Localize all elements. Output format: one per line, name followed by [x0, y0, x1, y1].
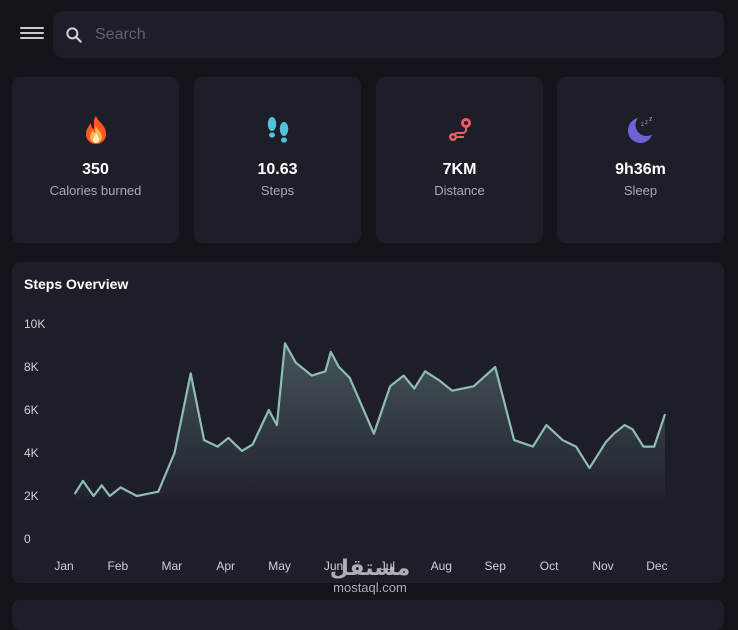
data-point: [561, 439, 564, 441]
chart-title: Steps Overview: [24, 276, 129, 292]
data-point: [424, 370, 426, 372]
data-point: [349, 377, 351, 379]
sleep-value: 9h36m: [615, 161, 666, 178]
steps-value: 10.63: [257, 161, 298, 178]
card-steps[interactable]: 10.63 Steps: [194, 77, 361, 243]
x-tick-label: Sep: [485, 559, 507, 573]
card-sleep[interactable]: z z z 9h36m Sleep: [557, 77, 724, 243]
calories-label: Calories burned: [49, 183, 142, 198]
watermark-latin: mostaql.com: [333, 580, 407, 595]
data-point: [101, 484, 103, 486]
data-point: [241, 450, 243, 452]
steps-label: Steps: [260, 183, 295, 198]
card-calories[interactable]: 350 Calories burned: [12, 77, 179, 243]
data-point: [613, 433, 615, 435]
x-tick-label: Oct: [540, 559, 559, 573]
data-point: [413, 387, 415, 390]
y-tick-label: 2K: [24, 489, 39, 503]
data-point: [653, 445, 655, 448]
data-point: [532, 445, 534, 448]
x-tick-label: Feb: [108, 559, 129, 573]
data-point: [109, 495, 111, 497]
data-point: [373, 433, 375, 435]
distance-value: 7KM: [442, 161, 477, 178]
y-tick-label: 4K: [24, 446, 39, 460]
data-point: [324, 370, 327, 372]
data-point: [284, 342, 286, 344]
data-point: [190, 372, 192, 375]
x-tick-label: Jul: [380, 559, 395, 573]
data-point: [227, 437, 229, 439]
data-point: [203, 439, 205, 441]
data-point: [473, 385, 475, 387]
watermark-arabic: مستقل: [329, 555, 411, 580]
steps-area: [74, 343, 666, 500]
data-point: [402, 375, 405, 377]
data-point: [642, 445, 645, 448]
x-tick-label: Nov: [592, 559, 613, 573]
footprints-icon: [194, 115, 361, 147]
data-point: [82, 480, 84, 482]
data-point: [451, 390, 453, 392]
route-icon: [376, 115, 543, 147]
data-point: [588, 467, 591, 469]
watermark-logo: مستقل mostaql.com: [322, 556, 418, 600]
data-point: [632, 428, 634, 430]
data-point: [276, 424, 278, 426]
steps-line: [73, 342, 667, 498]
search-bar[interactable]: [53, 11, 724, 58]
data-point: [136, 495, 138, 497]
sleep-label: Sleep: [623, 183, 658, 198]
data-point: [295, 362, 297, 364]
x-tick-label: May: [268, 559, 291, 573]
stats-cards: 350 Calories burned 10.63 Steps 7KM D: [12, 77, 724, 243]
data-point: [252, 443, 254, 445]
data-point: [93, 495, 95, 497]
card-distance[interactable]: 7KM Distance: [376, 77, 543, 243]
y-tick-label: 8K: [24, 360, 39, 374]
steps-chart: 0 2K 4K 6K 8K 10K Jan Feb Mar Apr May Jun Jul Aug Sep…: [24, 317, 668, 573]
data-point: [330, 351, 332, 353]
data-point: [389, 385, 391, 387]
data-point: [545, 424, 548, 426]
x-tick-label: Aug: [431, 559, 452, 573]
data-point: [217, 445, 219, 448]
data-point: [338, 366, 340, 368]
search-input[interactable]: [93, 19, 697, 51]
moon-sleep-icon: z z z: [557, 115, 724, 147]
data-point: [623, 424, 626, 426]
data-point: [173, 452, 176, 454]
x-tick-label: Dec: [646, 559, 667, 573]
data-point: [575, 445, 577, 448]
svg-text:z: z: [649, 116, 653, 123]
search-icon: [66, 27, 82, 43]
data-point: [74, 493, 76, 495]
data-point: [605, 441, 607, 443]
data-point: [438, 379, 440, 381]
top-bar: [0, 0, 738, 68]
data-point: [311, 375, 313, 377]
x-tick-label: Apr: [216, 559, 235, 573]
calories-value: 350: [82, 161, 109, 178]
y-tick-label: 6K: [24, 403, 39, 417]
y-tick-label: 0: [24, 532, 31, 546]
svg-text:z: z: [645, 120, 648, 126]
x-tick-label: Jun: [324, 559, 343, 573]
svg-text:z: z: [641, 122, 644, 128]
data-point: [157, 491, 159, 493]
data-point: [268, 409, 270, 411]
x-tick-label: Mar: [161, 559, 182, 573]
distance-label: Distance: [434, 183, 485, 198]
data-point: [513, 439, 515, 441]
data-point: [664, 413, 666, 415]
data-point: [494, 366, 496, 368]
hamburger-menu-icon[interactable]: [20, 24, 44, 44]
data-point: [119, 486, 122, 488]
next-panel: [12, 600, 724, 630]
y-tick-label: 10K: [24, 317, 45, 331]
fire-icon: [12, 115, 179, 147]
steps-overview-panel: Steps Overview 0 2K 4K 6K 8K 10K Jan Feb Mar Apr…: [12, 262, 724, 583]
x-tick-label: Jan: [54, 559, 73, 573]
